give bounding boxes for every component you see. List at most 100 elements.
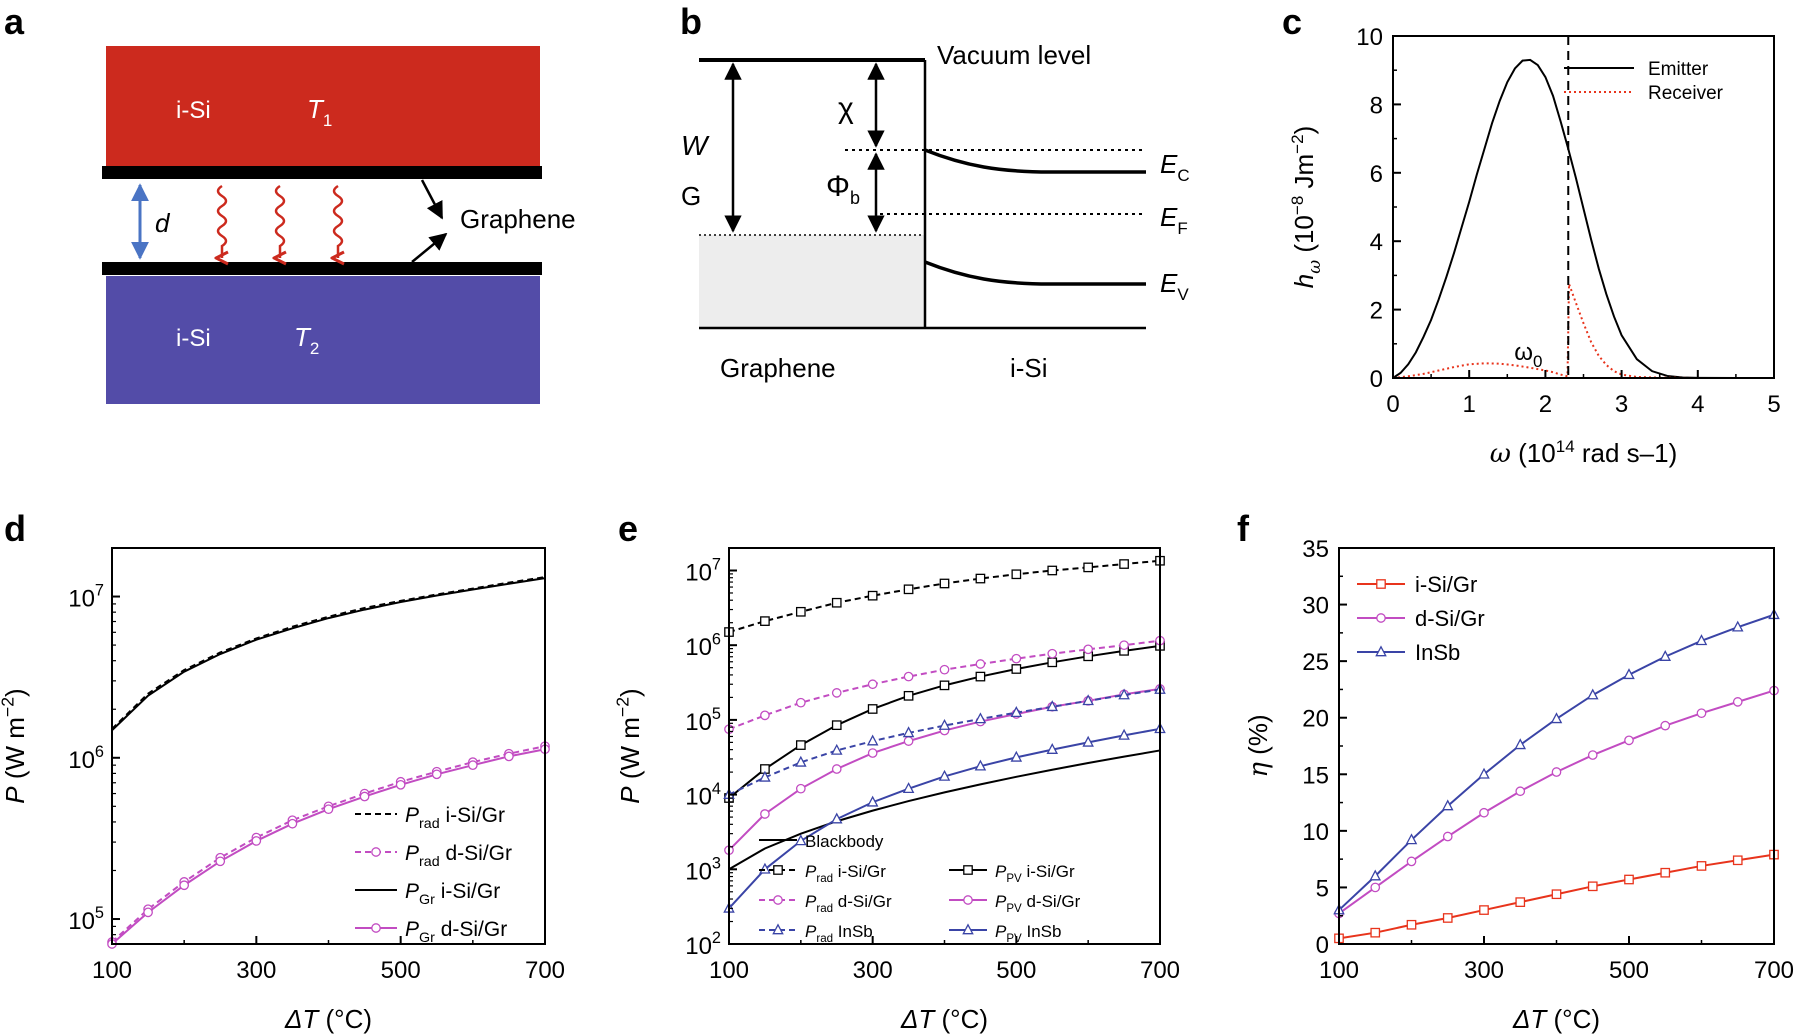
data-point (1047, 565, 1058, 576)
data-point (830, 812, 843, 824)
legend-label: Prad d-Si/Gr (805, 892, 892, 915)
legend-marker (963, 865, 973, 875)
data-point (1479, 905, 1489, 915)
vacuum-level-label: Vacuum level (937, 40, 1091, 70)
data-point (975, 671, 986, 682)
data-point (1587, 750, 1598, 760)
data-point (760, 616, 770, 626)
data-point (760, 710, 770, 721)
top-temp-label: T1 (307, 94, 332, 130)
panel-label-c: c (1282, 1, 1302, 42)
y-tick-label: 10 (1356, 24, 1383, 51)
top-si-block (106, 46, 540, 168)
y-tick-label: 2 (1370, 298, 1383, 325)
data-point (795, 783, 806, 794)
data-point (1732, 697, 1743, 707)
panel-label-b: b (680, 1, 702, 42)
data-point (1660, 720, 1671, 731)
y-tick-label: 25 (1302, 649, 1329, 676)
y-tick-label: 0 (1316, 932, 1329, 959)
graphene-side-label: Graphene (720, 353, 836, 383)
chart-c: 0 1 2 3 4 5 0 2 4 6 8 10 ω0 Emitter Receiver ω (1014 ra… (1288, 24, 1781, 469)
data-point (1479, 807, 1489, 818)
data-point (975, 573, 986, 584)
legend-label: InSb (1415, 640, 1460, 665)
y-tick-label: 10 (1302, 819, 1329, 846)
x-tick-label: 3 (1615, 391, 1628, 418)
bottom-si-block (106, 276, 540, 404)
legend-label: d-Si/Gr (1415, 606, 1485, 631)
data-point (215, 856, 226, 867)
data-point (938, 718, 951, 730)
chart-d: 100 300 500 700 105 106 107 ΔT (°C) P (W m−2) Pra… (0, 547, 565, 1034)
bottom-temp-label: T2 (294, 322, 319, 358)
x-tick-label: 100 (709, 957, 749, 984)
data-point (867, 679, 878, 690)
series-line (728, 687, 1161, 851)
data-point (1550, 712, 1563, 724)
data-point (1478, 767, 1490, 779)
legend-marker (1376, 579, 1386, 589)
data-point (1731, 620, 1744, 632)
data-point (795, 740, 806, 750)
data-point (1551, 889, 1562, 900)
data-point (902, 782, 915, 794)
data-point (974, 759, 987, 771)
data-point (467, 760, 478, 771)
legend-label: Prad d-Si/Gr (405, 842, 512, 870)
y-tick-label: 20 (1302, 706, 1329, 733)
x-axis-label: ΔT (°C) (900, 1004, 988, 1034)
gap-label: d (155, 208, 171, 238)
legend-label: Prad i-Si/Gr (405, 804, 505, 832)
data-point (795, 755, 807, 767)
series-line (1392, 58, 1774, 379)
x-tick-label: 700 (1754, 957, 1794, 984)
series-line (111, 576, 546, 730)
x-tick-label: 100 (92, 957, 132, 984)
data-point (504, 751, 514, 762)
x-tick-label: 300 (1464, 957, 1504, 984)
data-point (395, 779, 406, 790)
graphene-arrow-bottom (411, 232, 448, 263)
y-tick-label: 103 (685, 854, 721, 885)
legend-label: PPV i-Si/Gr (995, 862, 1075, 885)
data-point (1623, 668, 1635, 680)
data-point (1011, 653, 1022, 664)
valence-band-curve (924, 260, 1146, 286)
panel-label-f: f (1237, 508, 1250, 549)
data-point (1696, 708, 1707, 719)
x-tick-label: 300 (853, 957, 893, 984)
y-axis-label: P (W m−2) (613, 688, 645, 803)
legend-label: i-Si/Gr (1415, 572, 1477, 597)
series-line (728, 749, 1161, 871)
data-point (323, 804, 334, 815)
x-axis-label: ΔT (°C) (1512, 1004, 1600, 1034)
panel-label-e: e (618, 508, 638, 549)
data-point (975, 659, 986, 669)
data-point (866, 734, 879, 746)
data-point (866, 795, 879, 807)
data-point (1660, 867, 1671, 878)
data-point (1370, 882, 1381, 893)
data-point (1406, 919, 1417, 930)
legend-label: Prad InSb (805, 922, 873, 945)
legend-label: Prad i-Si/Gr (805, 862, 886, 885)
x-tick-label: 500 (381, 957, 421, 984)
radiation-wavy-arrows (218, 184, 342, 258)
data-point (1695, 634, 1708, 646)
bottom-material-label: i-Si (176, 325, 211, 352)
data-point (938, 769, 951, 781)
si-side-label: i-Si (1010, 353, 1048, 383)
data-point (1551, 767, 1562, 777)
data-point (903, 584, 914, 595)
conduction-band-curve (924, 148, 1146, 174)
data-point (1046, 743, 1059, 754)
legend-label: PGr i-Si/Gr (405, 880, 500, 908)
y-tick-label: 102 (685, 929, 721, 960)
x-tick-label: 2 (1539, 391, 1552, 418)
x-axis-label: ΔT (°C) (284, 1004, 372, 1034)
data-point (1586, 688, 1599, 700)
data-point (1369, 869, 1382, 881)
graphene-arrow-top (420, 179, 444, 220)
data-point (1732, 855, 1743, 866)
